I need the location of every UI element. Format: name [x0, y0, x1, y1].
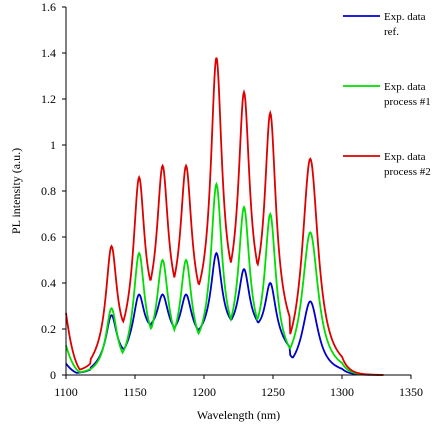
legend-label-1: Exp. data: [384, 11, 426, 23]
x-axis-title: Wavelength (nm): [197, 408, 280, 422]
legend-label-1: ref.: [384, 26, 399, 38]
series-line-3: [65, 57, 384, 376]
y-tick-label: 0.8: [41, 184, 56, 198]
y-tick-label: 0.6: [41, 230, 56, 244]
legend: Exp. data ref. Exp. data process #1 Exp. dat…: [343, 11, 431, 178]
series-layer: [65, 57, 384, 376]
y-axis-title: PL intensity (a.u.): [9, 148, 23, 234]
x-tick-label: 1150: [123, 385, 147, 399]
y-tick-label: 0.2: [41, 322, 56, 336]
x-tick-label: 1100: [54, 385, 78, 399]
y-tick-label: 1.2: [41, 92, 56, 106]
x-tick-label: 1300: [330, 385, 354, 399]
legend-label-3: process #2: [384, 166, 431, 178]
legend-label-3: Exp. data: [384, 151, 426, 163]
y-tick-label: 0: [50, 368, 56, 382]
x-tick-label: 1250: [261, 385, 285, 399]
y-tick-label: 0.4: [41, 276, 56, 290]
y-tick-label: 1.4: [41, 46, 56, 60]
y-tick-label: 1: [50, 138, 56, 152]
y-tick-label: 1.6: [41, 0, 56, 14]
ticks: 1100 1150 1200 1250 1300 1350 0 0.2 0.4 0.6 0.8 1 1.…: [41, 0, 423, 399]
x-tick-label: 1350: [399, 385, 423, 399]
series-line-2: [65, 181, 384, 376]
x-tick-label: 1200: [192, 385, 216, 399]
legend-label-2: process #1: [384, 96, 431, 108]
legend-label-2: Exp. data: [384, 81, 426, 93]
